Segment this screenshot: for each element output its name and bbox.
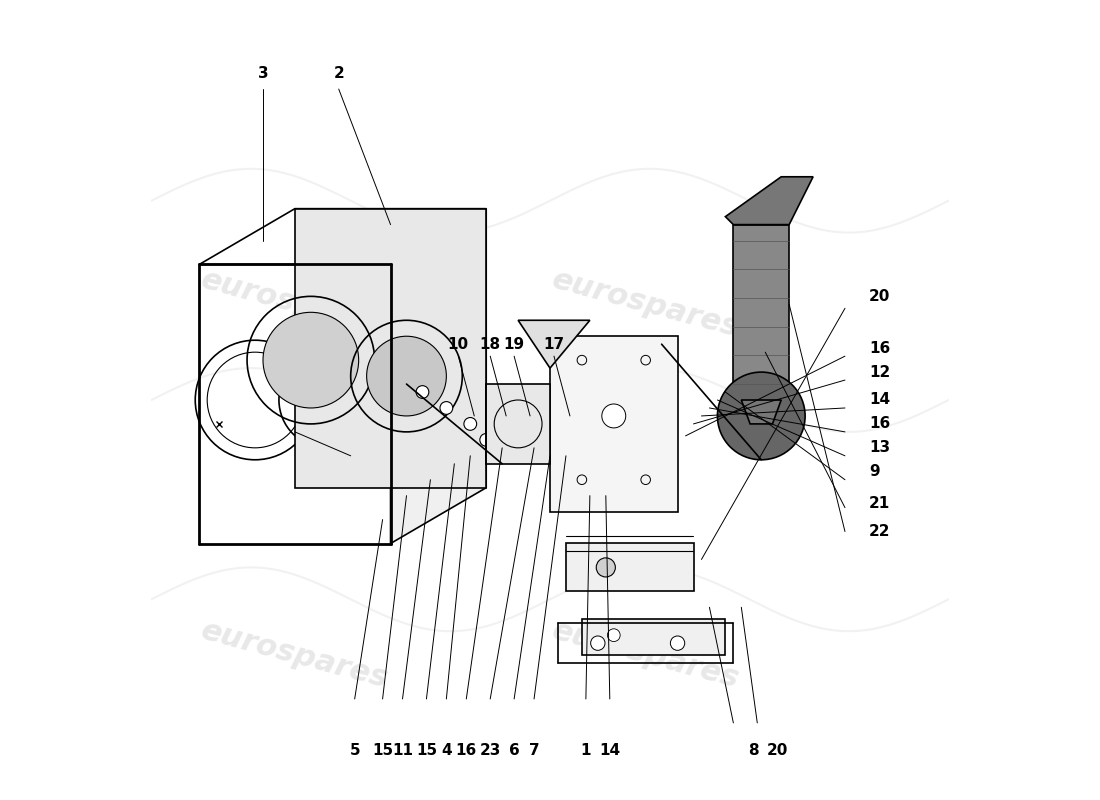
- Bar: [550, 336, 678, 512]
- Text: 21: 21: [869, 496, 890, 511]
- Text: 9: 9: [869, 464, 880, 479]
- Text: 18: 18: [480, 337, 501, 352]
- Text: 6: 6: [508, 743, 519, 758]
- Circle shape: [591, 636, 605, 650]
- Circle shape: [464, 418, 476, 430]
- Text: 7: 7: [529, 743, 539, 758]
- Text: 19: 19: [504, 337, 525, 352]
- Text: eurospares: eurospares: [198, 266, 392, 343]
- Bar: [565, 543, 693, 591]
- Text: 8: 8: [748, 743, 759, 758]
- Text: 20: 20: [767, 743, 788, 758]
- Circle shape: [366, 336, 447, 416]
- Bar: [582, 619, 725, 655]
- Text: 2: 2: [333, 66, 344, 81]
- Polygon shape: [295, 209, 486, 488]
- Text: 23: 23: [480, 743, 501, 758]
- Text: 4: 4: [441, 743, 452, 758]
- Text: 17: 17: [543, 337, 564, 352]
- Circle shape: [717, 372, 805, 460]
- Text: 11: 11: [392, 743, 412, 758]
- Text: 12: 12: [869, 365, 890, 379]
- Polygon shape: [518, 320, 590, 368]
- Text: 20: 20: [869, 289, 890, 304]
- Text: 14: 14: [869, 393, 890, 407]
- Circle shape: [263, 312, 359, 408]
- Text: 13: 13: [869, 440, 890, 455]
- Circle shape: [416, 386, 429, 398]
- Text: 15: 15: [416, 743, 437, 758]
- Text: eurospares: eurospares: [549, 266, 742, 343]
- Text: 16: 16: [869, 341, 890, 356]
- Text: 16: 16: [869, 417, 890, 431]
- Text: 10: 10: [448, 337, 469, 352]
- Text: 14: 14: [600, 743, 620, 758]
- Text: 3: 3: [257, 66, 268, 81]
- Polygon shape: [390, 209, 486, 543]
- Circle shape: [670, 636, 684, 650]
- Text: 5: 5: [350, 743, 360, 758]
- Bar: [486, 384, 550, 464]
- Text: 1: 1: [581, 743, 591, 758]
- Text: eurospares: eurospares: [549, 616, 742, 694]
- Text: 16: 16: [455, 743, 477, 758]
- Circle shape: [602, 404, 626, 428]
- Circle shape: [596, 558, 615, 577]
- Circle shape: [480, 434, 493, 446]
- Text: 22: 22: [869, 524, 890, 539]
- Circle shape: [607, 629, 620, 642]
- Polygon shape: [725, 177, 813, 225]
- Text: eurospares: eurospares: [198, 616, 392, 694]
- Text: 15: 15: [372, 743, 393, 758]
- Polygon shape: [741, 400, 781, 424]
- Circle shape: [440, 402, 453, 414]
- Bar: [734, 225, 789, 400]
